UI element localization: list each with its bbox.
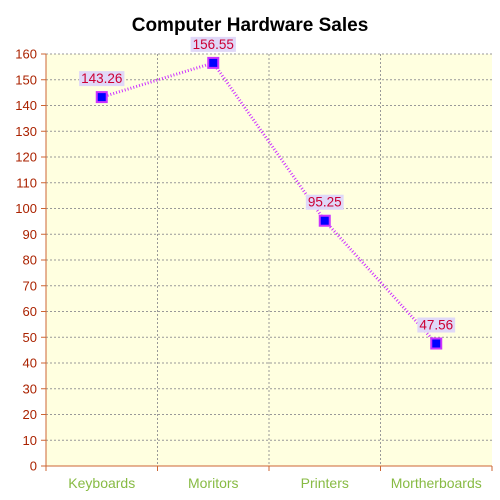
y-tick-label: 130 [15, 124, 37, 139]
y-tick-label: 110 [16, 175, 37, 190]
data-label: 156.55 [190, 36, 236, 52]
data-point-marker [95, 91, 108, 104]
y-tick-label: 120 [15, 150, 37, 165]
y-axis-tick-labels: 0 10 20 30 40 50 60 70 80 90 100 110 120 130 140 150 160 [15, 47, 37, 474]
y-tick-label: 100 [15, 201, 37, 216]
y-tick-label: 160 [15, 47, 37, 62]
data-label-background [417, 317, 456, 333]
y-tick-label: 30 [23, 381, 37, 396]
y-tick-label: 50 [23, 330, 37, 345]
data-label-text: 47.56 [419, 318, 453, 333]
y-tick-label: 80 [23, 253, 37, 268]
data-label-text: 95.25 [308, 195, 342, 210]
gridlines [46, 53, 492, 466]
x-tick-label: Moritors [188, 475, 239, 491]
y-tick-label: 10 [23, 433, 37, 448]
y-tick-label: 140 [15, 98, 37, 113]
x-tick-label: Keyboards [68, 475, 135, 491]
data-point-marker [430, 337, 443, 350]
x-axis-tick-labels: Keyboards Moritors Printers Mortherboards [68, 475, 481, 491]
y-tick-label: 90 [23, 227, 37, 242]
y-tick-label: 60 [23, 304, 37, 319]
x-tick-label: Mortherboards [391, 475, 482, 491]
data-label-background [79, 71, 125, 87]
data-label-background [305, 194, 344, 210]
y-tick-label: 40 [23, 356, 37, 371]
y-tick-label: 0 [30, 459, 37, 474]
data-label: 95.25 [305, 194, 344, 210]
y-tick-label: 150 [15, 72, 37, 87]
data-label-text: 143.26 [81, 71, 122, 86]
data-label: 143.26 [79, 71, 125, 87]
axes [41, 53, 493, 471]
chart-title: Computer Hardware Sales [132, 15, 369, 36]
data-label-background [190, 36, 236, 52]
x-tick-label: Printers [301, 475, 349, 491]
data-point-marker [207, 56, 220, 69]
y-tick-label: 70 [23, 278, 37, 293]
data-labels: 143.26 156.55 95.25 47.56 [79, 36, 456, 333]
data-label: 47.56 [417, 317, 456, 333]
y-tick-label: 20 [23, 407, 37, 422]
series-line [101, 61, 438, 345]
data-label-text: 156.55 [193, 37, 234, 52]
data-point-marker [318, 214, 331, 227]
series-sales [95, 56, 443, 350]
